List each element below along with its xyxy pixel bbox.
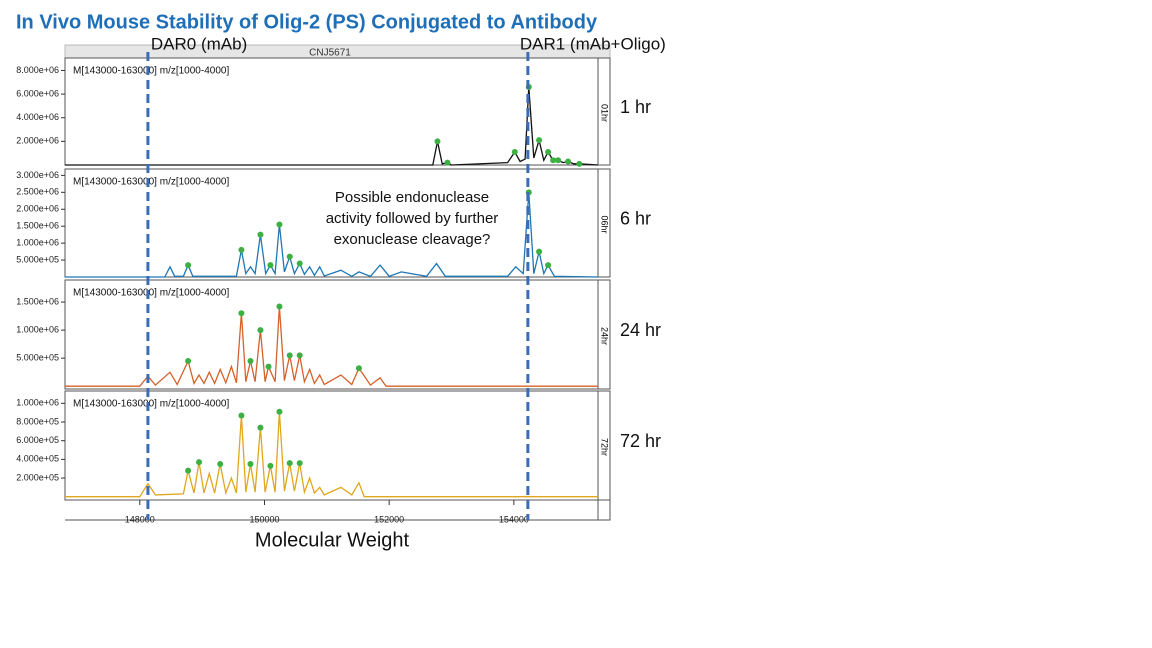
y-tick-label: 2.000e+05 <box>16 472 59 482</box>
panel-subtitle: M[143000-163000] m/z[1000-4000] <box>73 177 229 188</box>
peak-dot <box>296 460 303 467</box>
panel-label: 1 hr <box>620 97 651 117</box>
peak-dot <box>185 357 192 364</box>
peak-dot <box>267 462 274 469</box>
annotation-line: Possible endonuclease <box>335 189 489 206</box>
panel-frame <box>64 57 599 166</box>
peak-dot <box>536 248 543 255</box>
annotation-line: exonuclease cleavage? <box>334 231 491 248</box>
dar-label: DAR1 (mAb+Oligo) <box>520 34 666 53</box>
y-tick-label: 4.000e+06 <box>16 112 59 122</box>
panel-label: 72 hr <box>620 431 661 451</box>
y-tick-label: 2.000e+06 <box>16 204 59 214</box>
y-tick-label: 1.000e+06 <box>16 398 59 408</box>
y-tick-label: 6.000e+05 <box>16 435 59 445</box>
dar-label: DAR0 (mAb) <box>151 34 247 53</box>
spectrum-line <box>65 192 599 278</box>
panel-subtitle: M[143000-163000] m/z[1000-4000] <box>73 66 229 77</box>
peak-dot <box>267 262 274 269</box>
peak-dot <box>196 459 203 466</box>
peak-dot <box>286 253 293 260</box>
x-axis-title: Molecular Weight <box>255 529 410 551</box>
x-tick-label: 154000 <box>499 514 529 524</box>
y-tick-label: 1.000e+06 <box>16 324 59 334</box>
peak-dot <box>257 424 264 431</box>
peak-dot <box>265 363 272 370</box>
y-tick-label: 8.000e+05 <box>16 416 59 426</box>
peak-dot <box>185 467 192 474</box>
panel-label: 6 hr <box>620 208 651 228</box>
y-tick-label: 1.000e+06 <box>16 238 59 248</box>
panel-subtitle: M[143000-163000] m/z[1000-4000] <box>73 399 229 410</box>
peak-dot <box>257 327 264 334</box>
peak-dot <box>276 408 283 415</box>
panel-frame <box>64 390 599 501</box>
panel-frame <box>64 279 599 390</box>
y-tick-label: 1.500e+06 <box>16 221 59 231</box>
y-tick-label: 1.500e+06 <box>16 296 59 306</box>
peak-dot <box>536 137 543 144</box>
y-tick-label: 6.000e+06 <box>16 88 59 98</box>
peak-dot <box>238 246 245 253</box>
panel-label: 24 hr <box>620 320 661 340</box>
peak-dot <box>238 412 245 419</box>
y-tick-label: 2.500e+06 <box>16 187 59 197</box>
panel-strip <box>597 57 611 166</box>
panel-tag: 01hr <box>600 104 610 122</box>
panel-frame <box>64 168 599 278</box>
x-tick-label: 152000 <box>374 514 404 524</box>
y-tick-label: 5.000e+05 <box>16 353 59 363</box>
peak-dot <box>286 352 293 359</box>
peak-dot <box>555 157 562 164</box>
y-tick-label: 3.000e+06 <box>16 170 59 180</box>
y-tick-label: 5.000e+05 <box>16 254 59 264</box>
peak-dot <box>276 221 283 228</box>
peak-dot <box>247 461 254 468</box>
peak-dot <box>576 160 583 167</box>
panel-tag: 24hr <box>600 327 610 345</box>
peak-dot <box>238 310 245 317</box>
panel-subtitle: M[143000-163000] m/z[1000-4000] <box>73 288 229 299</box>
spectrum-line <box>65 411 598 498</box>
peak-dot <box>296 352 303 359</box>
peak-dot <box>296 260 303 267</box>
x-tick-label: 148000 <box>125 514 155 524</box>
peak-dot <box>185 262 192 269</box>
y-tick-label: 2.000e+06 <box>16 136 59 146</box>
panel-tag: 72hr <box>600 438 610 456</box>
x-axis-strip <box>597 499 611 521</box>
peak-dot <box>434 138 441 145</box>
y-tick-label: 8.000e+06 <box>16 65 59 75</box>
annotation-line: activity followed by further <box>326 210 499 227</box>
panel-tag: 06hr <box>600 215 610 233</box>
peak-dot <box>257 231 264 238</box>
peak-dot <box>444 159 451 166</box>
panel-strip <box>597 279 611 390</box>
panel-strip <box>597 168 611 278</box>
slide-title: In Vivo Mouse Stability of Olig-2 (PS) C… <box>16 11 598 33</box>
peak-dot <box>511 149 518 155</box>
peak-dot <box>545 149 552 155</box>
peak-dot <box>565 158 572 165</box>
peak-dot <box>247 357 254 364</box>
y-tick-label: 4.000e+05 <box>16 454 59 464</box>
peak-dot <box>217 461 224 468</box>
peak-dot <box>286 460 293 467</box>
peak-dot <box>276 303 283 310</box>
x-tick-label: 150000 <box>249 514 279 524</box>
peak-dot <box>545 262 552 269</box>
header-label: CNJ5671 <box>309 48 351 59</box>
peak-dot <box>355 365 362 372</box>
peak-dot <box>550 157 557 164</box>
